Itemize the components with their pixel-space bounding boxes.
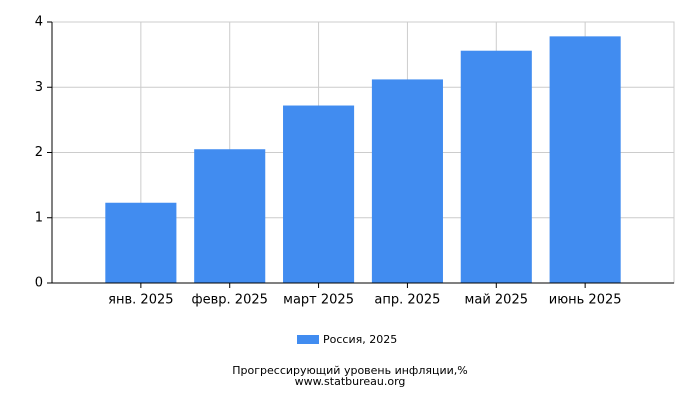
legend-swatch — [297, 335, 319, 344]
bar — [549, 36, 621, 284]
chart-source: www.statbureau.org — [295, 375, 406, 388]
bar — [460, 50, 532, 284]
x-tick-label: февр. 2025 — [192, 293, 268, 308]
y-tick-label: 2 — [35, 145, 43, 160]
x-tick-label: апр. 2025 — [374, 293, 440, 308]
y-tick-label: 1 — [35, 210, 43, 225]
y-tick-label: 3 — [35, 80, 43, 95]
x-tick-label: янв. 2025 — [108, 293, 173, 308]
x-tick-label: май 2025 — [465, 293, 528, 308]
x-tick-label: март 2025 — [283, 293, 354, 308]
y-tick-label: 0 — [35, 276, 43, 291]
bar — [105, 202, 177, 283]
x-tick-label: июнь 2025 — [549, 293, 622, 308]
bar — [283, 105, 355, 284]
chart-title: Прогрессирующий уровень инфляции,% — [232, 364, 467, 377]
y-tick-label: 4 — [35, 15, 43, 30]
bar — [194, 149, 266, 283]
legend-label: Россия, 2025 — [323, 333, 397, 346]
bar — [371, 79, 443, 283]
